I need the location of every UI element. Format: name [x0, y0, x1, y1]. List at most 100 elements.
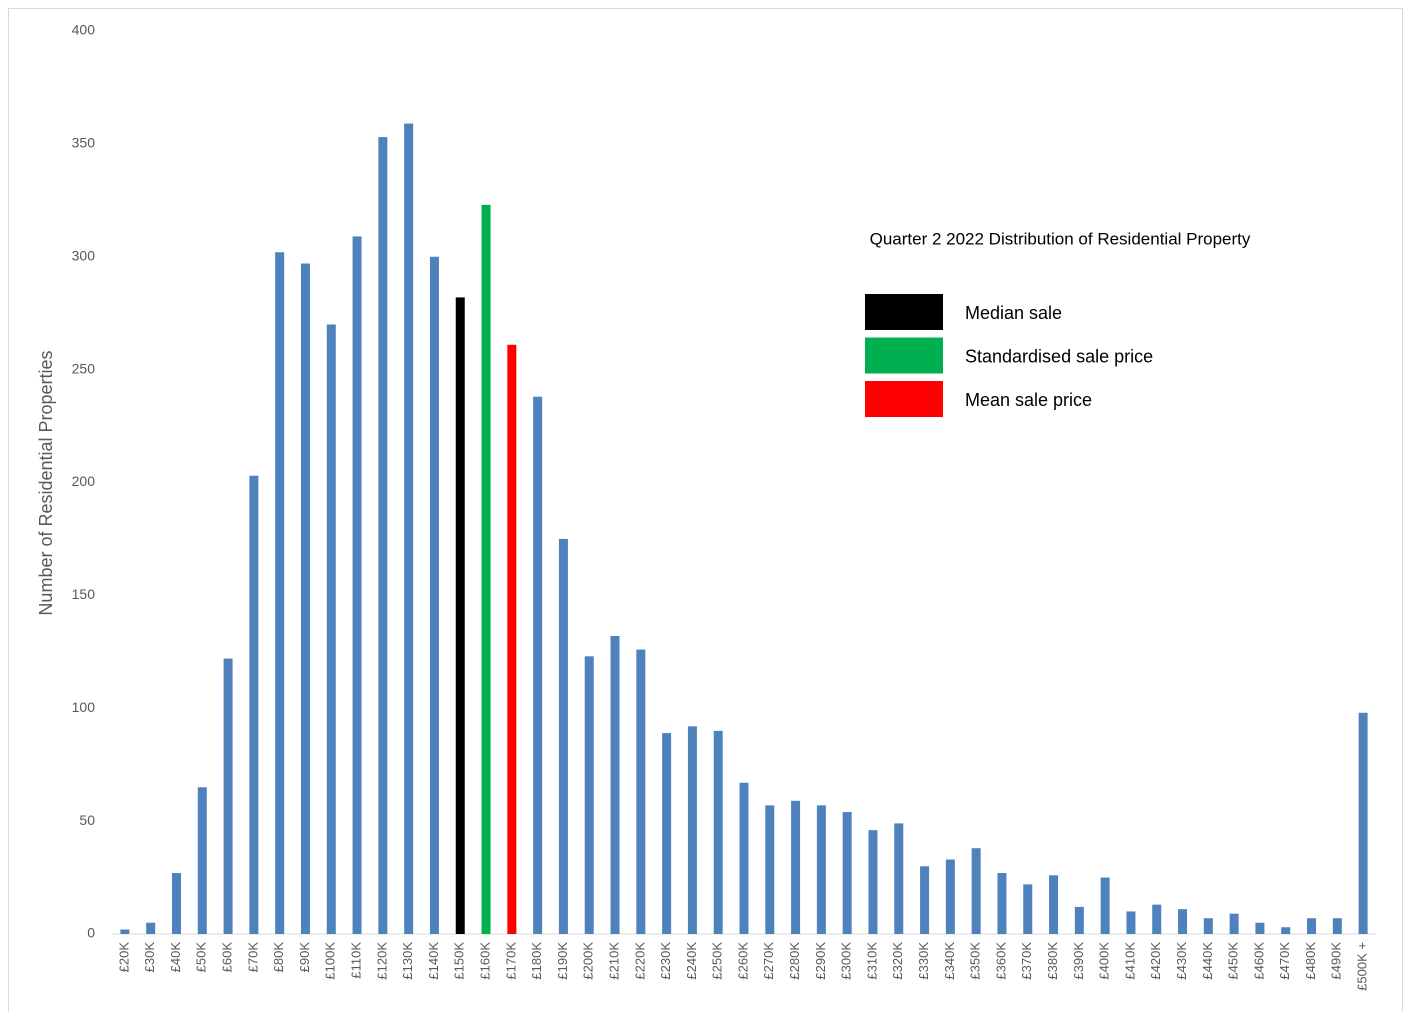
- x-tick-label: £410K: [1122, 942, 1137, 980]
- legend-swatch: [865, 337, 943, 374]
- bar: [507, 344, 517, 935]
- x-tick-label: £370K: [1019, 942, 1034, 980]
- y-tick-label: 250: [72, 360, 96, 376]
- bar: [945, 859, 955, 934]
- x-tick-label: £420K: [1148, 942, 1163, 980]
- x-tick-label: £380K: [1045, 942, 1060, 980]
- x-tick-label: £220K: [632, 942, 647, 980]
- x-tick-label: £140K: [426, 942, 441, 980]
- bar: [275, 252, 285, 935]
- x-tick-label: £500K +: [1355, 942, 1370, 991]
- bar: [1307, 918, 1317, 934]
- bar: [713, 730, 723, 934]
- x-tick-label: £50K: [194, 942, 209, 973]
- bar: [249, 475, 259, 934]
- x-tick-label: £210K: [606, 942, 621, 980]
- x-tick-label: £80K: [271, 942, 286, 973]
- x-tick-label: £170K: [503, 942, 518, 980]
- x-tick-label: £20K: [116, 942, 131, 973]
- y-axis-label: Number of Residential Properties: [36, 350, 56, 615]
- bar: [197, 787, 207, 934]
- bar: [1074, 906, 1084, 934]
- x-tick-label: £470K: [1277, 942, 1292, 980]
- x-tick-label: £260K: [735, 942, 750, 980]
- x-tick-label: £250K: [710, 942, 725, 980]
- bar: [920, 866, 930, 934]
- x-tick-label: £60K: [220, 942, 235, 973]
- bar: [223, 658, 233, 934]
- legend-label: Median sale: [965, 303, 1062, 323]
- bar: [791, 800, 801, 934]
- bar: [816, 805, 826, 934]
- chart-border: [8, 8, 1403, 1017]
- y-tick-label: 200: [72, 473, 96, 489]
- bar: [404, 123, 414, 935]
- x-tick-label: £230K: [658, 942, 673, 980]
- bar: [481, 204, 491, 934]
- bar: [1281, 927, 1291, 934]
- bar: [1178, 909, 1188, 934]
- x-tick-label: £330K: [916, 942, 931, 980]
- bar: [171, 873, 181, 934]
- bar: [455, 297, 465, 934]
- bar: [146, 922, 156, 934]
- bar: [1049, 875, 1059, 934]
- bar: [1203, 918, 1213, 934]
- bar: [584, 656, 594, 934]
- x-tick-label: £200K: [581, 942, 596, 980]
- bar: [610, 636, 620, 934]
- bar: [1229, 913, 1239, 934]
- x-tick-label: £90K: [297, 942, 312, 973]
- x-tick-label: £300K: [839, 942, 854, 980]
- bar: [1152, 904, 1162, 934]
- y-tick-label: 300: [72, 247, 96, 263]
- bar: [352, 236, 362, 934]
- x-tick-label: £400K: [1097, 942, 1112, 980]
- bar: [326, 324, 336, 935]
- bar: [1126, 911, 1136, 934]
- y-tick-label: 50: [79, 812, 95, 828]
- bar: [894, 823, 904, 934]
- bar: [1100, 877, 1110, 934]
- x-tick-label: £180K: [529, 942, 544, 980]
- y-tick-label: 150: [72, 586, 96, 602]
- x-tick-label: £490K: [1329, 942, 1344, 980]
- y-tick-label: 0: [87, 925, 95, 941]
- x-tick-label: £120K: [374, 942, 389, 980]
- bar: [868, 830, 878, 934]
- x-tick-label: £280K: [787, 942, 802, 980]
- chart-title: Quarter 2 2022 Distribution of Residenti…: [870, 229, 1251, 248]
- x-tick-label: £240K: [684, 942, 699, 980]
- x-tick-label: £190K: [555, 942, 570, 980]
- bar: [842, 812, 852, 934]
- y-tick-label: 400: [72, 22, 96, 38]
- x-tick-label: £350K: [968, 942, 983, 980]
- legend-swatch: [865, 381, 943, 417]
- x-tick-label: £160K: [477, 942, 492, 980]
- bar: [378, 137, 388, 935]
- x-tick-label: £150K: [452, 942, 467, 980]
- x-tick-label: £450K: [1226, 942, 1241, 980]
- x-tick-label: £440K: [1200, 942, 1215, 980]
- x-tick-label: £340K: [942, 942, 957, 980]
- x-tick-label: £480K: [1303, 942, 1318, 980]
- bar: [997, 873, 1007, 934]
- x-tick-label: £290K: [813, 942, 828, 980]
- bar: [636, 649, 646, 934]
- legend-label: Mean sale price: [965, 390, 1092, 410]
- x-tick-label: £320K: [890, 942, 905, 980]
- y-tick-label: 100: [72, 699, 96, 715]
- x-tick-label: £310K: [864, 942, 879, 980]
- x-tick-label: £40K: [168, 942, 183, 973]
- y-tick-label: 350: [72, 135, 96, 151]
- bar: [687, 726, 697, 934]
- bar: [533, 396, 543, 935]
- bar: [1255, 922, 1265, 934]
- bar: [739, 782, 749, 934]
- x-tick-label: £100K: [323, 942, 338, 980]
- bar: [971, 848, 981, 934]
- x-tick-label: £70K: [245, 942, 260, 973]
- bar: [120, 929, 130, 934]
- x-tick-label: £390K: [1071, 942, 1086, 980]
